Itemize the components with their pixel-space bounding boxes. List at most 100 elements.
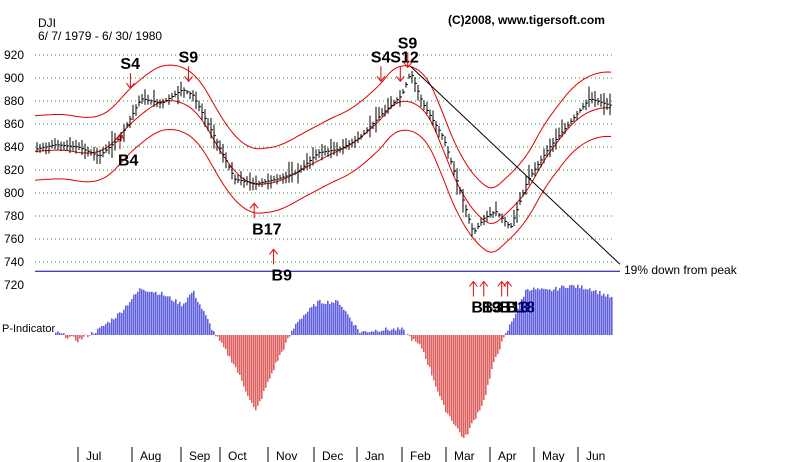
price-bar xyxy=(240,170,243,186)
price-bar xyxy=(126,122,129,128)
signal-s9: S9 xyxy=(179,49,198,83)
signals: S4S9B4B17B9S4S12S9B19B3B13B18 xyxy=(115,36,535,317)
price-bar xyxy=(471,223,474,237)
price-bar xyxy=(336,142,339,157)
price-bar xyxy=(561,119,564,138)
price-bar xyxy=(591,92,594,104)
price-bar xyxy=(441,133,444,140)
price-bar xyxy=(435,120,438,133)
price-bar xyxy=(492,211,495,218)
price-bar xyxy=(42,142,45,152)
x-tick-label: Apr xyxy=(498,449,517,462)
price-bar xyxy=(255,175,258,190)
price-bar xyxy=(558,127,561,140)
price-bar xyxy=(228,164,231,171)
price-bar xyxy=(90,149,93,156)
signal-label: S9 xyxy=(398,36,418,53)
price-bar xyxy=(297,163,300,184)
signal-b19: B19 xyxy=(468,280,501,317)
price-bar xyxy=(438,125,441,138)
price-bar xyxy=(279,174,282,181)
x-tick-label: Sep xyxy=(189,449,211,462)
price-bar xyxy=(129,115,132,129)
trendline xyxy=(410,66,621,265)
price-bar xyxy=(363,130,366,136)
price-bar xyxy=(399,90,402,107)
price-bar xyxy=(57,140,60,150)
price-bar xyxy=(153,89,156,107)
price-bar xyxy=(366,127,369,134)
x-tick-label: May xyxy=(542,449,565,462)
chart-symbol: DJI xyxy=(38,16,56,30)
signal-label: B4 xyxy=(118,152,139,169)
price-bar xyxy=(294,170,297,176)
price-bar xyxy=(51,140,54,149)
price-bar xyxy=(291,161,294,183)
price-bar xyxy=(579,108,582,114)
price-bar xyxy=(402,89,405,95)
price-bar xyxy=(222,144,225,163)
price-bar xyxy=(384,104,387,117)
price-bar xyxy=(84,143,87,159)
price-bar xyxy=(510,222,513,229)
price-bar xyxy=(393,99,396,107)
price-bar xyxy=(423,100,426,110)
price-bar xyxy=(54,138,57,150)
price-bar xyxy=(264,179,267,185)
p-indicator xyxy=(55,284,613,439)
price-bar xyxy=(588,86,591,108)
price-bar xyxy=(165,97,168,103)
y-tick-label: 780 xyxy=(4,209,24,223)
price-bar xyxy=(273,175,276,182)
price-bar xyxy=(546,145,549,158)
price-bar xyxy=(354,135,357,149)
price-bar xyxy=(597,98,600,106)
price-bar xyxy=(351,138,354,148)
price-bar xyxy=(303,160,306,171)
signal-label: B3 xyxy=(482,300,503,317)
price-bar xyxy=(375,106,378,133)
price-bar xyxy=(270,175,273,189)
lower-band xyxy=(34,128,612,253)
price-bar xyxy=(210,117,213,139)
signal-b4: B4 xyxy=(115,133,139,169)
price-bar xyxy=(252,177,255,191)
x-tick-label: Aug xyxy=(140,449,161,462)
price-bar xyxy=(582,102,585,110)
price-bar xyxy=(282,173,285,184)
x-tick-label: Oct xyxy=(228,449,247,462)
price-bar xyxy=(207,118,210,132)
signal-s4: S4 xyxy=(371,49,391,83)
price-bar xyxy=(564,122,567,134)
price-bar xyxy=(369,115,372,138)
price-bar xyxy=(69,137,72,154)
price-bar xyxy=(288,161,291,183)
x-tick-label: Mar xyxy=(454,449,475,462)
price-bar xyxy=(327,147,330,157)
price-bar xyxy=(594,90,597,108)
price-bar xyxy=(324,145,327,156)
indicator-label: P-Indicator xyxy=(2,323,56,335)
signal-label: S4 xyxy=(120,56,140,73)
price-bar xyxy=(132,104,135,121)
price-bar xyxy=(81,140,84,156)
price-bar xyxy=(456,168,459,195)
price-bar xyxy=(348,140,351,150)
price-bar xyxy=(144,89,147,105)
price-bar xyxy=(87,146,90,157)
price-bar xyxy=(420,94,423,107)
price-grid xyxy=(35,54,615,263)
price-bar xyxy=(345,138,348,150)
price-bar xyxy=(405,81,408,88)
y-tick-label: 760 xyxy=(4,232,24,246)
price-bar xyxy=(537,160,540,172)
signal-b3: B3 xyxy=(479,280,503,317)
price-bar xyxy=(231,162,234,180)
price-bar xyxy=(534,162,537,177)
price-bar xyxy=(177,85,180,105)
price-bar xyxy=(549,138,552,158)
price-bar xyxy=(432,110,435,126)
price-bar xyxy=(168,94,171,105)
price-bar xyxy=(216,138,219,151)
price-bar xyxy=(426,101,429,114)
